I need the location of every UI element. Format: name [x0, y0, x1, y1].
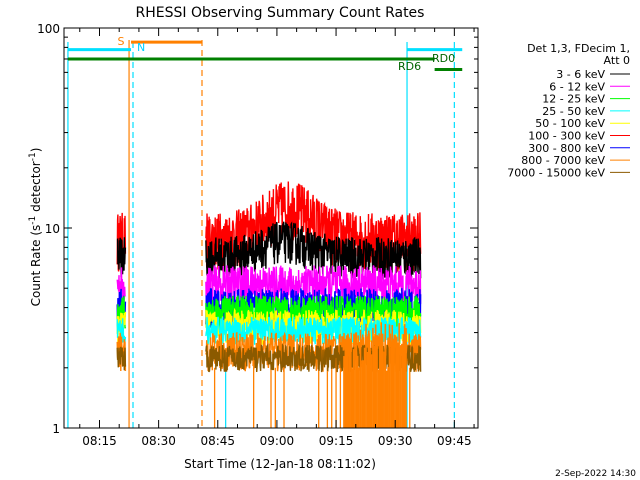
night-flag-label: N [137, 41, 145, 54]
series-8-segment [116, 346, 127, 371]
legend-label-7: 800 - 7000 keV [521, 154, 605, 167]
flag-lines [67, 40, 455, 428]
y-tick-label: 1 [52, 422, 60, 436]
x-tick-label: 09:45 [437, 434, 472, 448]
legend-label-8: 7000 - 15000 keV [507, 166, 605, 179]
legend-header-line2: Att 0 [604, 54, 630, 67]
footer-date: 2-Sep-2022 14:30 [555, 469, 636, 479]
x-tick-label: 09:00 [260, 434, 295, 448]
chart-title: RHESSI Observing Summary Count Rates [136, 5, 425, 21]
y-axis-label: Count Rate (s-1 detector-1) [28, 148, 43, 307]
legend-label-4: 50 - 100 keV [535, 117, 605, 130]
saa-flag-label: S [118, 35, 125, 48]
series-4-segment [116, 311, 127, 344]
x-tick-label: 09:15 [319, 434, 354, 448]
legend-label-1: 6 - 12 keV [549, 80, 605, 93]
x-axis-label: Start Time (12-Jan-18 08:11:02) [184, 457, 376, 471]
y-tick-label: 100 [37, 22, 60, 36]
series-layer [116, 181, 422, 428]
legend-label-2: 12 - 25 keV [542, 93, 605, 106]
axes: 1 10 100 08:15 08:30 08:45 09:00 09:15 09:30 09:4… [37, 22, 479, 448]
rd6-flag-label: RD6 [398, 60, 421, 73]
y-tick-label: 10 [45, 222, 60, 236]
series-5-segment [205, 181, 422, 273]
series-0-segment [205, 221, 422, 280]
legend-header-line1: Det 1,3, FDecim 1, [527, 42, 630, 55]
x-tick-label: 08:45 [200, 434, 235, 448]
legend-label-6: 300 - 800 keV [528, 142, 605, 155]
series-7-segment [116, 332, 127, 372]
legend-label-0: 3 - 6 keV [556, 68, 605, 81]
x-tick-label: 08:30 [141, 434, 176, 448]
x-tick-label: 08:15 [82, 434, 117, 448]
rd0-flag-label: RD0 [432, 52, 455, 65]
legend-label-5: 100 - 300 keV [528, 130, 605, 143]
x-tick-label: 09:30 [378, 434, 413, 448]
legend-label-3: 25 - 50 keV [542, 105, 605, 118]
series-1-segment [205, 264, 422, 309]
flag-bars [67, 40, 463, 72]
series-0-segment [116, 237, 127, 278]
